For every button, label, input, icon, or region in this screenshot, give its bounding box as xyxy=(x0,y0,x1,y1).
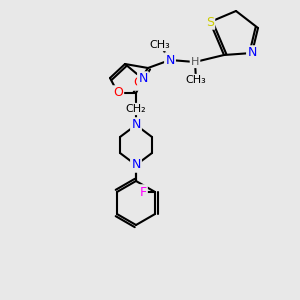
Text: S: S xyxy=(206,16,214,28)
Text: H: H xyxy=(191,57,199,67)
Text: CH₃: CH₃ xyxy=(150,40,170,50)
Text: N: N xyxy=(247,46,257,59)
Text: CH₃: CH₃ xyxy=(186,75,206,85)
Text: O: O xyxy=(113,86,123,100)
Text: N: N xyxy=(165,53,175,67)
Text: N: N xyxy=(131,158,141,172)
Text: N: N xyxy=(131,118,141,131)
Text: F: F xyxy=(140,185,147,199)
Text: CH₂: CH₂ xyxy=(126,104,146,114)
Text: O: O xyxy=(133,76,143,89)
Text: N: N xyxy=(138,73,148,85)
